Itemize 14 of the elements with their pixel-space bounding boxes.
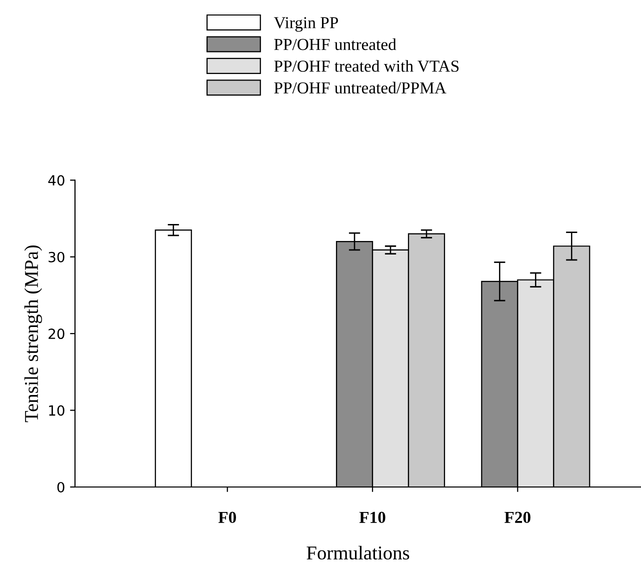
y-tick-label: 20 xyxy=(48,328,64,340)
y-tick-label: 40 xyxy=(48,175,64,186)
y-axis-title: Tensile strength (MPa) xyxy=(24,245,42,422)
x-tick-label: F10 xyxy=(359,512,386,524)
y-tick-label: 10 xyxy=(49,405,64,416)
legend-label: PP/OHF untreated xyxy=(274,38,396,50)
x-axis-title: Formulations xyxy=(306,546,410,560)
y-tick-label: 0 xyxy=(57,482,64,492)
legend-label: Virgin PP xyxy=(274,17,338,32)
x-tick-label: F0 xyxy=(218,512,236,524)
legend-label: PP/OHF treated with VTAS xyxy=(274,60,459,72)
y-tick-label: 30 xyxy=(48,252,64,262)
x-tick-label: F20 xyxy=(504,512,530,524)
legend-label: PP/OHF untreated/PPMA xyxy=(274,82,446,94)
